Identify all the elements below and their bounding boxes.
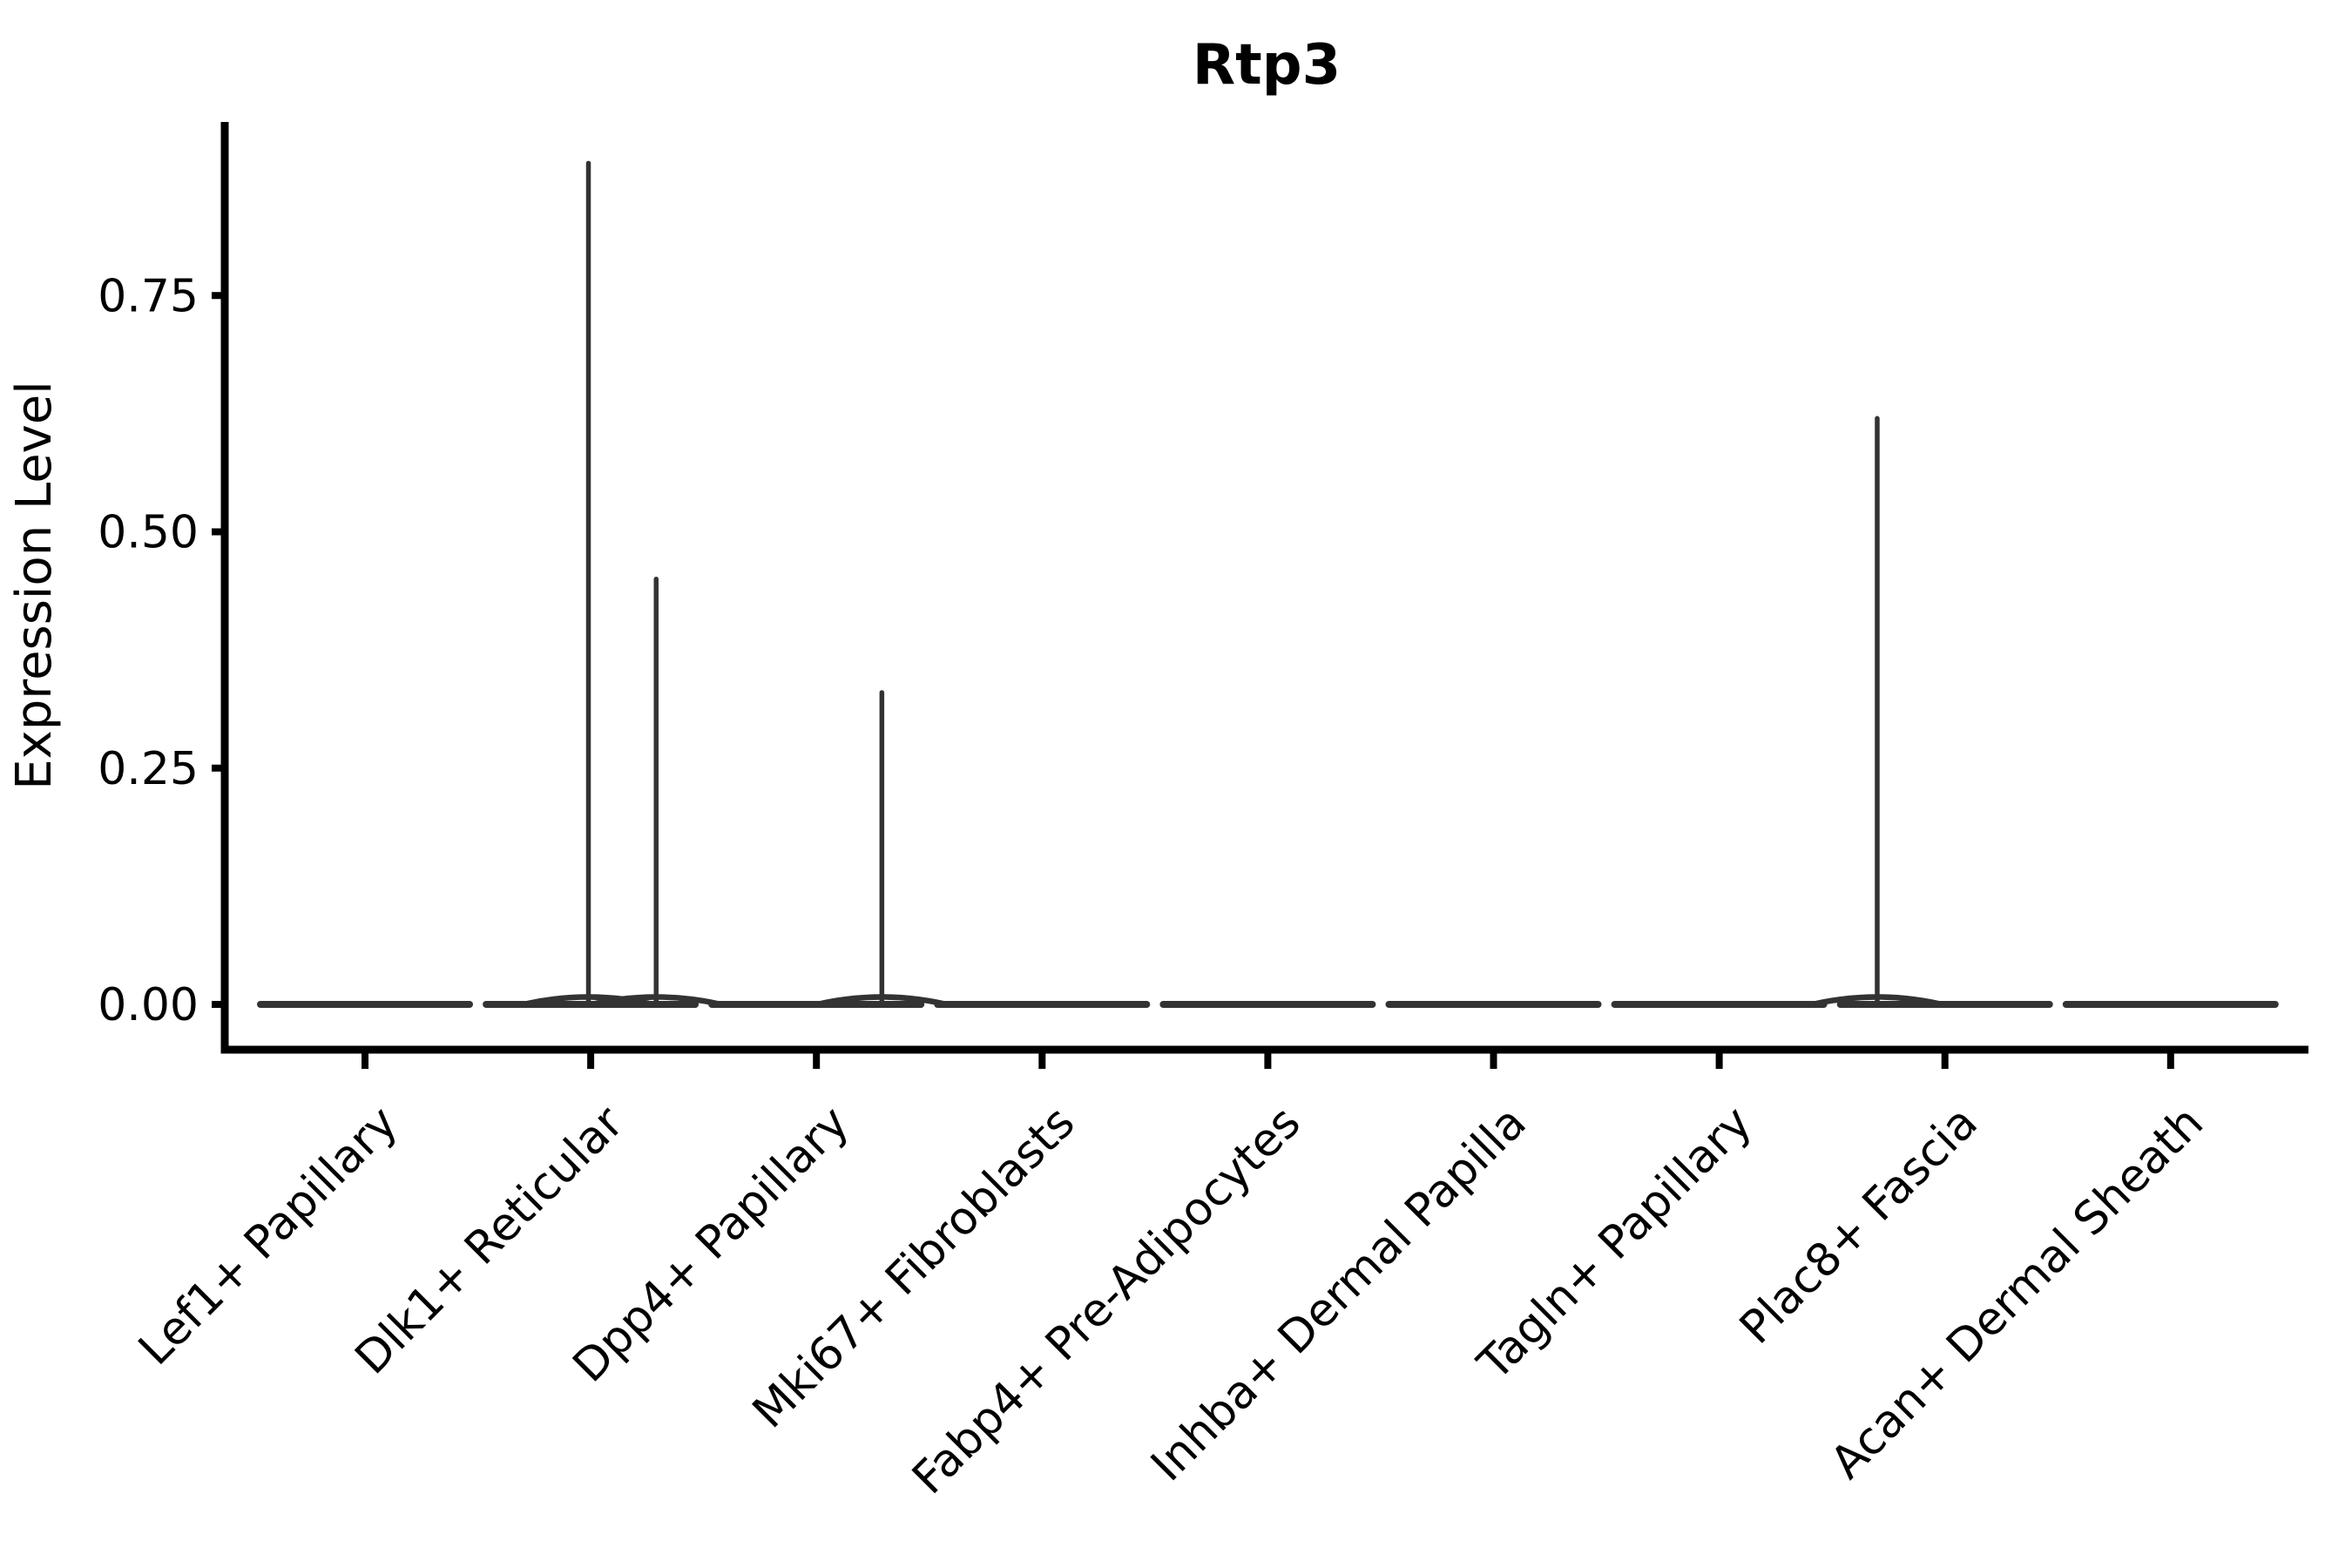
y-tick-label: 0.00 bbox=[98, 979, 199, 1031]
y-tick-label: 0.25 bbox=[98, 743, 199, 795]
x-axis-label: Plac8+ Fascia bbox=[1730, 1097, 1988, 1355]
y-tick-labels: 0.00 0.25 0.50 0.75 bbox=[98, 270, 199, 1031]
y-tick-label: 0.50 bbox=[98, 507, 199, 559]
x-axis-label: Fabp4+ Pre-Adipocytes bbox=[902, 1097, 1310, 1504]
x-axis-label: Inhba+ Dermal Papilla bbox=[1141, 1097, 1536, 1491]
plot-title: Rtp3 bbox=[1193, 33, 1341, 98]
x-axis-label: Acan+ Dermal Sheath bbox=[1821, 1097, 2213, 1490]
y-axis-title: Expression Level bbox=[6, 381, 63, 790]
y-tick-label: 0.75 bbox=[98, 270, 199, 322]
violins bbox=[257, 160, 2279, 1008]
x-ticks bbox=[362, 1053, 2174, 1069]
y-ticks bbox=[212, 292, 225, 1008]
